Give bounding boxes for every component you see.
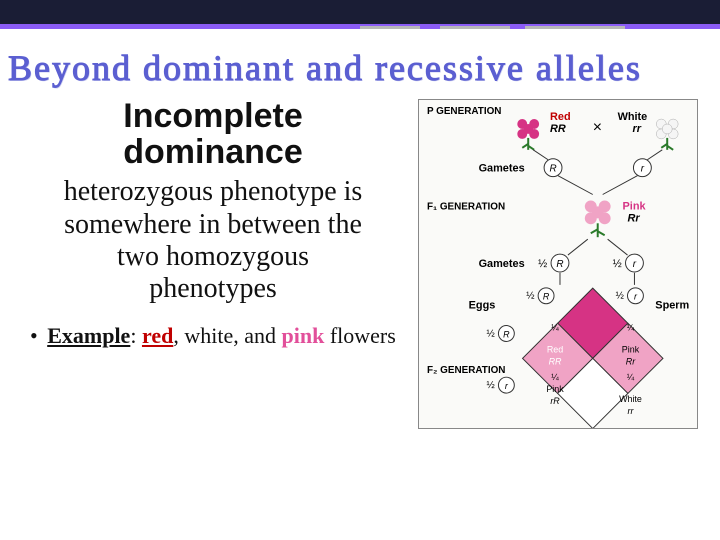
white-label: White	[618, 111, 648, 123]
pink-label: Pink	[623, 200, 647, 212]
q-3: ¼	[551, 372, 559, 382]
punnett-grid: ¼ Red RR ¼ Pink Rr ¼ Pink rR ¼ White rr	[523, 288, 663, 428]
body-line1: heterozygous phenotype is	[64, 176, 363, 207]
cross-symbol: ×	[593, 119, 602, 136]
example-label: Example	[47, 323, 130, 348]
example-red: red	[142, 323, 173, 348]
example-line: • Example: red, white, and pink flowers	[18, 305, 408, 349]
punnett-rR: rR	[550, 396, 560, 406]
example-sep: :	[130, 323, 142, 348]
decor-segment-1	[360, 26, 420, 29]
example-mid: , white, and	[173, 323, 281, 348]
allele-R: R	[549, 164, 556, 175]
right-column: P GENERATION Red RR × White rr	[408, 99, 698, 434]
example-tail: flowers	[324, 323, 395, 348]
white-flower-icon	[656, 119, 678, 150]
sperm-label: Sperm	[655, 300, 689, 312]
punnett-pink1: Pink	[622, 344, 640, 354]
decor-segment-3	[525, 26, 625, 29]
q-2: ¼	[627, 323, 635, 333]
content-row: Incomplete dominance heterozygous phenot…	[0, 99, 720, 434]
genetics-diagram: P GENERATION Red RR × White rr	[418, 99, 698, 429]
p-gen-label: P GENERATION	[427, 106, 502, 117]
red-label: Red	[550, 111, 571, 123]
gametes-label-2: Gametes	[479, 258, 525, 270]
punnett-RR: RR	[549, 356, 562, 366]
body-line2: somewhere in between the	[64, 209, 362, 240]
top-bar	[0, 0, 720, 24]
half-e1: ½	[487, 328, 495, 339]
half-s2: ½	[616, 291, 624, 302]
decor-segment-2	[440, 26, 510, 29]
pink-flower-icon	[585, 200, 611, 237]
half-2: ½	[613, 258, 622, 270]
body-line4: phenotypes	[149, 273, 277, 304]
pink-geno: Rr	[628, 212, 641, 224]
f2-gen-label: F₂ GENERATION	[427, 365, 506, 376]
egg-R: R	[503, 329, 510, 339]
gametes-label-1: Gametes	[479, 163, 525, 175]
allele-R2: R	[556, 259, 563, 270]
punnett-red: Red	[547, 344, 563, 354]
bullet-icon: •	[30, 323, 38, 348]
q-1: ¼	[551, 323, 559, 333]
half-s1: ½	[526, 291, 534, 302]
punnett-pink2: Pink	[546, 384, 564, 394]
subtitle-line1: Incomplete	[123, 97, 302, 135]
red-flower-icon	[517, 119, 539, 150]
white-geno: rr	[632, 123, 641, 135]
subtitle-line2: dominance	[123, 133, 302, 171]
body-text: heterozygous phenotype is somewhere in b…	[18, 176, 408, 305]
punnett-rr: rr	[628, 406, 635, 416]
example-pink: pink	[281, 323, 324, 348]
left-column: Incomplete dominance heterozygous phenot…	[18, 99, 408, 434]
f1-gen-label: F₁ GENERATION	[427, 201, 505, 212]
half-1: ½	[538, 258, 547, 270]
red-geno: RR	[550, 123, 566, 135]
punnett-Rr: Rr	[626, 356, 636, 366]
punnett-white: White	[619, 394, 642, 404]
subtitle: Incomplete dominance	[18, 99, 408, 170]
q-4: ¼	[627, 372, 635, 382]
half-e2: ½	[487, 380, 495, 391]
body-line3: two homozygous	[117, 241, 309, 272]
sperm-R: R	[543, 292, 550, 302]
eggs-label: Eggs	[469, 300, 496, 312]
slide-title: Beyond dominant and recessive alleles	[0, 29, 720, 99]
